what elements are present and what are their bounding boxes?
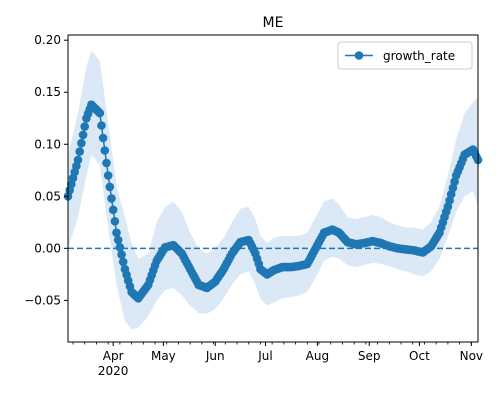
confidence-band-layer bbox=[68, 50, 478, 330]
data-point bbox=[78, 130, 88, 140]
data-point bbox=[117, 250, 126, 259]
data-point bbox=[112, 228, 121, 237]
y-tick-label: 0.20 bbox=[34, 33, 61, 47]
data-point bbox=[75, 147, 84, 156]
data-point bbox=[118, 257, 128, 267]
data-point bbox=[113, 235, 123, 245]
series-layer bbox=[63, 100, 483, 303]
x-tick-label: Sep bbox=[358, 349, 381, 363]
x-tick-label: Jun bbox=[205, 349, 225, 363]
y-tick-label: 0.15 bbox=[34, 85, 61, 99]
legend-label: growth_rate bbox=[383, 49, 455, 63]
data-point bbox=[103, 171, 113, 180]
y-axis: −0.05 0.00 0.05 0.10 0.15 0.20 bbox=[24, 33, 68, 307]
x-tick-sublabel: 2020 bbox=[98, 364, 129, 378]
x-tick-label: Aug bbox=[306, 349, 329, 363]
data-point bbox=[80, 122, 89, 131]
y-tick-label: 0.05 bbox=[34, 189, 61, 203]
x-tick-label: Oct bbox=[409, 349, 430, 363]
data-point bbox=[102, 158, 111, 168]
chart-title: ME bbox=[263, 15, 284, 31]
data-point bbox=[115, 243, 125, 252]
data-point bbox=[77, 138, 86, 148]
x-tick-label: Apr bbox=[103, 349, 124, 363]
data-point bbox=[95, 108, 105, 118]
legend: growth_rate bbox=[337, 41, 473, 70]
data-point bbox=[97, 121, 106, 130]
y-tick-label: −0.05 bbox=[24, 293, 61, 307]
data-point bbox=[73, 155, 83, 165]
y-tick-label: 0.00 bbox=[34, 241, 61, 255]
x-tick-label: Nov bbox=[460, 349, 483, 363]
legend-box bbox=[337, 41, 473, 70]
data-point bbox=[107, 194, 116, 203]
data-point bbox=[105, 182, 115, 192]
legend-marker bbox=[354, 51, 364, 60]
confidence-band bbox=[68, 50, 478, 330]
plot-frame bbox=[67, 34, 479, 343]
x-tick-label: Jul bbox=[257, 349, 272, 363]
data-point bbox=[100, 146, 110, 155]
data-point bbox=[110, 217, 120, 226]
y-tick-label: 0.10 bbox=[34, 137, 61, 151]
data-point bbox=[108, 205, 118, 215]
x-tick-label: May bbox=[151, 349, 176, 363]
data-point bbox=[98, 133, 108, 143]
